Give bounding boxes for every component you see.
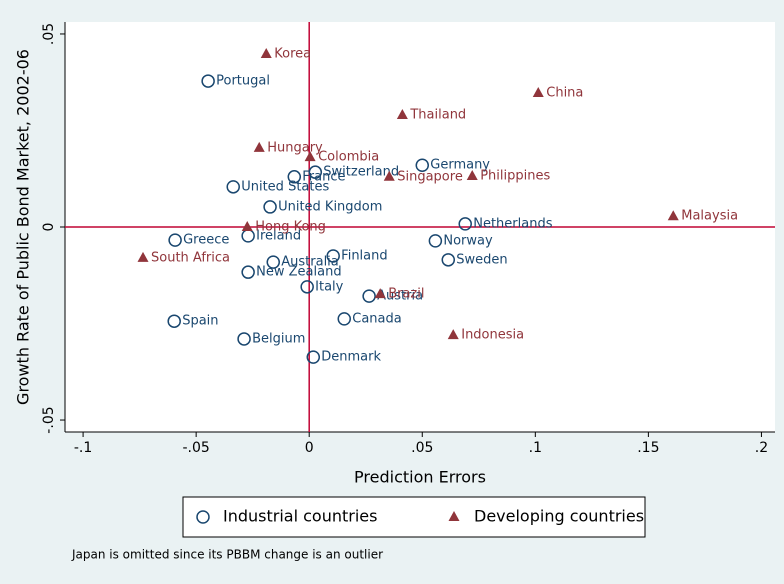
point: [532, 87, 544, 98]
y-tick-label: 0: [41, 223, 57, 232]
point: [441, 253, 456, 267]
point-label: Spain: [182, 314, 218, 329]
y-tick-label: -.05: [41, 406, 57, 433]
point-label: Indonesia: [461, 328, 524, 343]
point-label: Singapore: [397, 169, 463, 184]
point-label: Hungary: [267, 140, 323, 155]
point-label: Germany: [430, 158, 490, 173]
point: [466, 170, 478, 181]
point-label: United States: [241, 179, 329, 194]
x-tick-label: .15: [637, 440, 659, 456]
x-tick-label: 0: [305, 440, 314, 456]
y-tick-label: .05: [41, 23, 57, 45]
point: [241, 221, 253, 231]
point: [266, 255, 281, 269]
point-label: South Africa: [151, 250, 230, 265]
point-label: Philippines: [480, 169, 550, 184]
point-label: Norway: [443, 233, 493, 248]
note: Japan is omitted since its PBBM change i…: [71, 548, 383, 562]
point: [415, 158, 430, 172]
point-label: Australia: [281, 255, 339, 270]
y-axis-title: Growth Rate of Public Bond Market, 2002-…: [14, 49, 33, 405]
point: [260, 48, 272, 59]
point: [383, 170, 395, 181]
x-tick-label: -.1: [74, 440, 92, 456]
point: [300, 280, 314, 294]
point-label: Ireland: [256, 228, 301, 243]
point: [237, 332, 251, 346]
point-label: Greece: [183, 233, 229, 248]
point: [428, 234, 443, 248]
point-label: Belgium: [252, 331, 305, 346]
point-label: Malaysia: [681, 209, 738, 224]
point-label: Switzerland: [323, 165, 399, 180]
legend-marker: [448, 511, 460, 521]
point: [326, 249, 340, 263]
point-label: France: [302, 169, 345, 184]
legend-label: Industrial countries: [223, 507, 377, 526]
point-label: Sweden: [456, 252, 507, 267]
point-label: Colombia: [318, 150, 379, 165]
point: [241, 265, 255, 279]
point: [304, 151, 316, 162]
x-tick-label: .05: [411, 440, 433, 456]
point: [337, 312, 352, 326]
point: [396, 109, 408, 120]
point: [201, 74, 215, 88]
point-label: China: [546, 86, 583, 101]
point-label: Netherlands: [473, 216, 552, 231]
point-label: Denmark: [321, 350, 381, 365]
point-label: Hong Kong: [255, 220, 326, 235]
x-tick-label: -.05: [182, 440, 209, 456]
point-label: Italy: [315, 279, 344, 294]
point: [362, 289, 376, 303]
point-label: Canada: [352, 311, 401, 326]
point: [447, 329, 459, 340]
x-tick-label: .2: [755, 440, 768, 456]
x-axis-title: Prediction Errors: [354, 468, 486, 487]
point: [168, 233, 182, 247]
point-label: Korea: [274, 47, 311, 62]
x-tick-label: .1: [529, 440, 542, 456]
point: [253, 141, 265, 152]
point-label: United Kingdom: [278, 199, 382, 214]
point: [374, 288, 386, 299]
point: [226, 180, 240, 194]
point-label: New Zealand: [256, 265, 341, 280]
point-label: Thailand: [409, 108, 466, 123]
point: [167, 314, 181, 328]
point-label: Austria: [377, 289, 423, 304]
point: [137, 251, 149, 262]
point-label: Finland: [341, 248, 387, 263]
point: [667, 210, 679, 221]
point: [306, 350, 321, 364]
legend-marker: [196, 510, 210, 524]
point: [308, 165, 323, 179]
point: [458, 217, 472, 231]
point: [263, 200, 277, 214]
point-label: Portugal: [216, 74, 270, 89]
point-label: Brazil: [388, 287, 424, 302]
legend-label: Developing countries: [474, 507, 644, 526]
point: [287, 170, 302, 184]
legend-box: [182, 496, 646, 538]
